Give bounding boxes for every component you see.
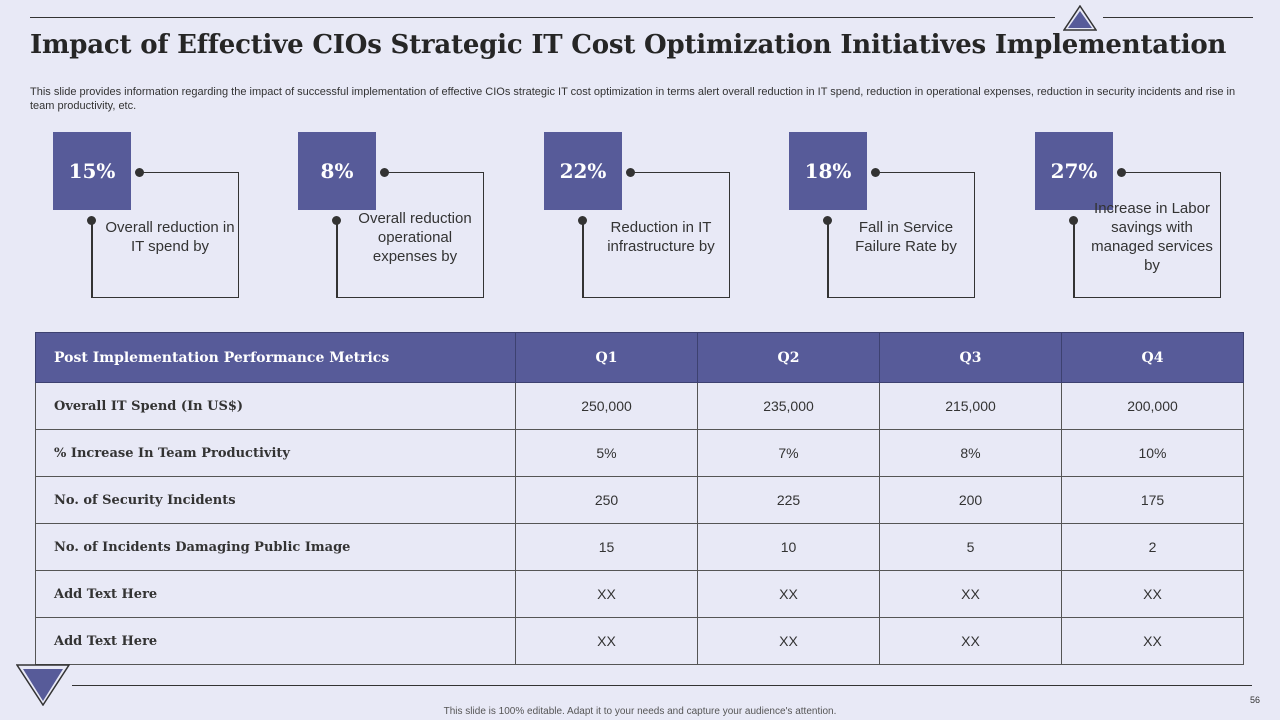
connector-dot xyxy=(380,168,389,177)
table-cell: 2 xyxy=(1061,523,1244,571)
connector-dot xyxy=(1069,216,1078,225)
column-header: Q3 xyxy=(879,332,1062,383)
table-cell: XX xyxy=(697,617,880,665)
page-number: 56 xyxy=(1250,695,1261,705)
stat-value: 22% xyxy=(544,132,622,210)
table-cell: 250,000 xyxy=(515,382,698,430)
card-frame xyxy=(91,172,239,298)
table-cell: 5% xyxy=(515,429,698,477)
table-cell: XX xyxy=(515,570,698,618)
stat-value: 15% xyxy=(53,132,131,210)
connector-line xyxy=(1073,220,1075,298)
table-cell: XX xyxy=(1061,617,1244,665)
column-header: Q4 xyxy=(1061,332,1244,383)
table-cell: 5 xyxy=(879,523,1062,571)
stat-label: Overall reduction operational expenses b… xyxy=(358,209,472,265)
table-cell: 250 xyxy=(515,476,698,524)
stat-value: 18% xyxy=(789,132,867,210)
footer-rule xyxy=(72,685,1252,686)
connector-dot xyxy=(87,216,96,225)
page-subtitle: This slide provides information regardin… xyxy=(30,86,1236,112)
table-header-row: Post Implementation Performance Metrics … xyxy=(35,332,1244,383)
connector-line xyxy=(582,220,584,298)
table-cell: 200 xyxy=(879,476,1062,524)
column-header: Q2 xyxy=(697,332,880,383)
header-rule-left xyxy=(30,17,1055,18)
stat-card: 15% Overall reduction in IT spend by xyxy=(53,132,243,300)
stat-card: 18% Fall in Service Failure Rate by xyxy=(789,132,979,300)
connector-dot xyxy=(823,216,832,225)
table-cell: 225 xyxy=(697,476,880,524)
table-cell: XX xyxy=(697,570,880,618)
stat-label: Overall reduction in IT spend by xyxy=(105,219,235,255)
column-header: Q1 xyxy=(515,332,698,383)
table-row: No. of Incidents Damaging Public Image 1… xyxy=(35,523,1244,571)
column-header: Post Implementation Performance Metrics xyxy=(35,332,516,383)
table-row: % Increase In Team Productivity 5% 7% 8%… xyxy=(35,429,1244,477)
table-cell: 8% xyxy=(879,429,1062,477)
table-row: Overall IT Spend (In US$) 250,000 235,00… xyxy=(35,382,1244,430)
stat-label: Reduction in IT infrastructure by xyxy=(607,219,715,255)
stat-label: Fall in Service Failure Rate by xyxy=(855,219,957,255)
stat-label: Increase in Labor savings with managed s… xyxy=(1091,200,1213,274)
stat-value: 8% xyxy=(298,132,376,210)
row-label: No. of Incidents Damaging Public Image xyxy=(35,523,516,571)
table-cell: XX xyxy=(1061,570,1244,618)
table-row: Add Text Here XX XX XX XX xyxy=(35,570,1244,618)
connector-line xyxy=(91,220,93,298)
stat-value: 27% xyxy=(1035,132,1113,210)
table-row: Add Text Here XX XX XX XX xyxy=(35,617,1244,665)
connector-dot xyxy=(871,168,880,177)
card-frame xyxy=(827,172,975,298)
table-cell: 7% xyxy=(697,429,880,477)
row-label: Add Text Here xyxy=(35,617,516,665)
connector-dot xyxy=(332,216,341,225)
table-cell: XX xyxy=(515,617,698,665)
table-cell: 235,000 xyxy=(697,382,880,430)
row-label: No. of Security Incidents xyxy=(35,476,516,524)
connector-dot xyxy=(626,168,635,177)
triangle-logo-icon xyxy=(16,664,70,706)
stat-card: 27% Increase in Labor savings with manag… xyxy=(1035,132,1225,300)
table-cell: XX xyxy=(879,570,1062,618)
table-cell: 200,000 xyxy=(1061,382,1244,430)
connector-line xyxy=(336,220,338,298)
page-title: Impact of Effective CIOs Strategic IT Co… xyxy=(30,30,1227,60)
row-label: Overall IT Spend (In US$) xyxy=(35,382,516,430)
row-label: % Increase In Team Productivity xyxy=(35,429,516,477)
card-frame xyxy=(1073,172,1221,298)
triangle-logo-icon xyxy=(1063,5,1097,31)
stat-card: 8% Overall reduction operational expense… xyxy=(298,132,488,300)
row-label: Add Text Here xyxy=(35,570,516,618)
table-cell: XX xyxy=(879,617,1062,665)
table-cell: 10% xyxy=(1061,429,1244,477)
header-rule-right xyxy=(1103,17,1253,18)
footer-note: This slide is 100% editable. Adapt it to… xyxy=(443,706,837,717)
table-cell: 10 xyxy=(697,523,880,571)
metrics-table: Post Implementation Performance Metrics … xyxy=(35,332,1244,665)
card-frame xyxy=(582,172,730,298)
connector-dot xyxy=(135,168,144,177)
stat-card: 22% Reduction in IT infrastructure by xyxy=(544,132,734,300)
table-row: No. of Security Incidents 250 225 200 17… xyxy=(35,476,1244,524)
connector-dot xyxy=(578,216,587,225)
card-frame xyxy=(336,172,484,298)
table-cell: 15 xyxy=(515,523,698,571)
connector-dot xyxy=(1117,168,1126,177)
table-cell: 175 xyxy=(1061,476,1244,524)
table-cell: 215,000 xyxy=(879,382,1062,430)
connector-line xyxy=(827,220,829,298)
